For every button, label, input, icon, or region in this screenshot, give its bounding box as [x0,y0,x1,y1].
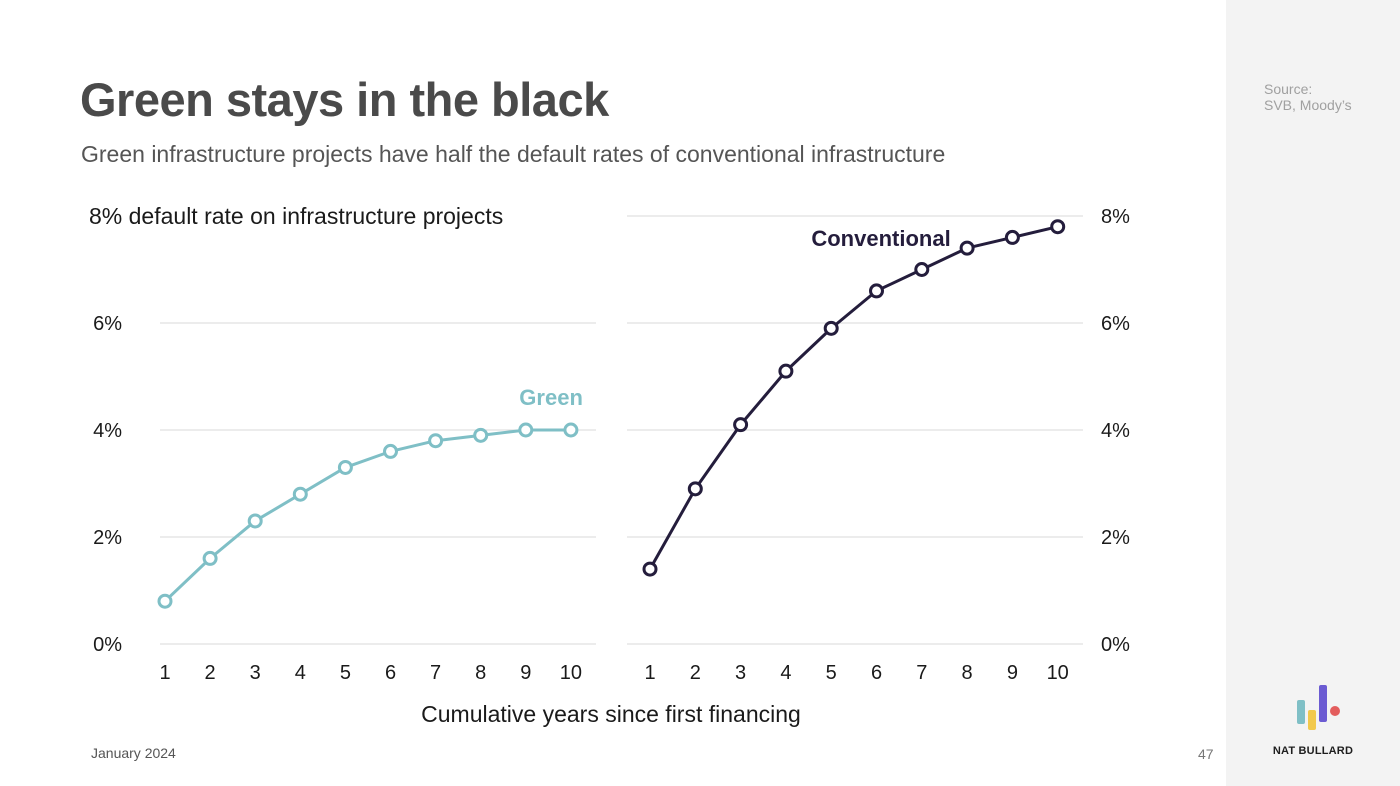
data-point [1050,219,1066,235]
gridlines [160,215,1083,645]
data-point [337,459,353,475]
x-tick-label: 6 [871,662,882,684]
data-point [563,422,579,438]
y-tick-label: 4% [1101,420,1130,442]
x-tick-label: 3 [250,662,261,684]
data-point [914,262,930,277]
data-point [869,283,884,299]
x-tick-label: 1 [644,662,655,684]
x-tick-label: 9 [520,662,531,684]
y-tick-label: 0% [93,634,122,656]
data-point [202,550,218,566]
y-tick-label: 2% [93,527,122,549]
x-tick-label: 6 [385,662,396,684]
data-point [1004,229,1020,245]
y-tick-label: 8% [89,203,129,229]
x-tick-label: 5 [826,662,837,684]
data-point [473,427,489,443]
data-point [157,593,173,609]
x-tick-label: 2 [690,662,701,684]
y-tick-label: 6% [1101,313,1130,335]
data-point [428,433,444,449]
default-rate-chart: 0% 2% 4% 6% 1 2 3 4 5 6 7 8 9 10 0% 2% 4% 6% 8% 1 2 3 4 5 6 7 8 9 10… [89,203,1130,727]
page-subtitle: Green infrastructure projects have half … [81,141,946,167]
y-tick-label: 2% [1101,527,1130,549]
data-point [823,320,839,336]
series-line-green [163,428,571,603]
x-tick-label: 10 [560,662,582,684]
source-text: SVB, Moody’s [1264,97,1352,113]
y-tick-label: 8% [1101,206,1130,228]
y-axis-label: 8% default rate on infrastructure projec… [89,203,503,229]
data-point [642,561,658,577]
source-note: Source: SVB, Moody’s [1264,81,1352,113]
y-tick-label: 4% [93,420,122,442]
x-axis-label: Cumulative years since first financing [421,701,801,727]
brand-name: NAT BULLARD [1272,745,1354,757]
data-point [733,417,749,433]
x-tick-label: 8 [962,662,973,684]
series-label: Green [519,385,583,410]
y-tick-label: 0% [1101,634,1130,656]
x-tick-label: 3 [735,662,746,684]
data-point [778,363,794,379]
axis-ticks: 0% 2% 4% 6% 1 2 3 4 5 6 7 8 9 10 0% 2% 4% 6% 8% 1 2 3 4 5 6 7 8 9 10 [93,206,1130,684]
data-point [292,486,308,502]
x-tick-label: 7 [430,662,441,684]
x-tick-label: 10 [1047,662,1069,684]
data-point [247,513,263,529]
series-line-conventional [648,225,1059,570]
page-number: 47 [1198,746,1214,762]
data-point [383,443,398,459]
data-point [518,422,534,438]
sidebar: Source: SVB, Moody’s NAT BULLARD [1226,0,1400,786]
brand-logo-icon [1297,685,1340,730]
data-point [687,481,703,497]
x-tick-label: 5 [340,662,351,684]
x-tick-label: 2 [205,662,216,684]
x-tick-label: 7 [916,662,927,684]
footer-date: January 2024 [91,745,176,761]
series-label: Conventional [811,226,950,251]
page-title: Green stays in the black [80,73,609,126]
x-tick-label: 4 [295,662,306,684]
data-point [959,240,975,256]
y-axis-title: default rate on infrastructure projects [129,203,504,229]
series-lines: Green Conventional [157,219,1066,609]
x-tick-label: 8 [475,662,486,684]
source-label: Source: [1264,81,1313,97]
x-tick-label: 1 [159,662,170,684]
x-tick-label: 9 [1007,662,1018,684]
x-tick-label: 4 [780,662,791,684]
y-tick-label: 6% [93,313,122,335]
